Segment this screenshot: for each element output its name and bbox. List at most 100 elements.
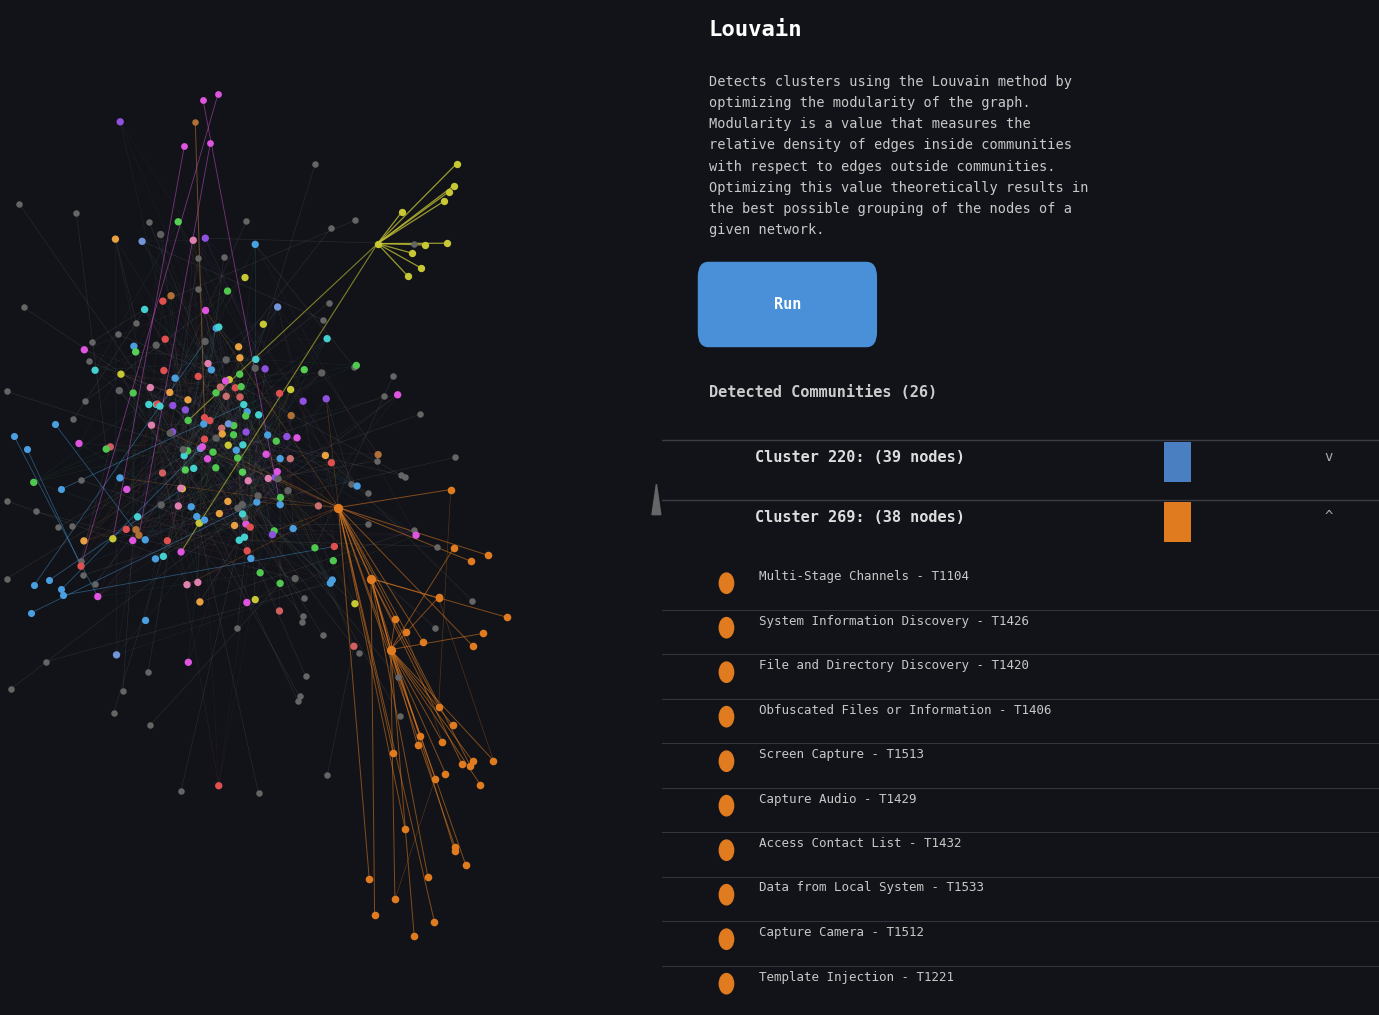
Point: [159, 385, 181, 401]
Point: [0, 493, 18, 510]
Point: [469, 776, 491, 793]
Circle shape: [720, 617, 734, 637]
Point: [70, 558, 92, 574]
Point: [248, 407, 270, 423]
Point: [145, 337, 167, 353]
Point: [149, 398, 171, 414]
Point: [303, 540, 325, 556]
Point: [244, 236, 266, 253]
Point: [211, 426, 233, 443]
Point: [70, 552, 92, 568]
Point: [433, 193, 455, 209]
Point: [323, 552, 345, 568]
Point: [292, 608, 314, 624]
Point: [247, 786, 269, 802]
Circle shape: [720, 706, 734, 727]
Point: [410, 260, 432, 276]
Point: [141, 417, 163, 433]
Point: [232, 464, 254, 480]
Point: [236, 213, 258, 229]
Point: [414, 236, 436, 253]
Point: [382, 745, 404, 761]
Point: [269, 576, 291, 592]
Point: [312, 627, 334, 644]
Circle shape: [720, 662, 734, 682]
Point: [131, 233, 153, 250]
Point: [323, 538, 345, 554]
Point: [444, 843, 466, 860]
Point: [145, 551, 167, 567]
Point: [189, 515, 211, 531]
Point: [134, 301, 156, 318]
Circle shape: [720, 973, 734, 994]
Point: [211, 420, 233, 436]
Point: [152, 465, 174, 481]
Polygon shape: [652, 484, 661, 515]
Point: [230, 379, 252, 395]
Point: [61, 518, 83, 534]
Point: [386, 669, 408, 685]
Point: [152, 293, 174, 310]
Point: [208, 777, 230, 794]
Text: Multi-Stage Channels - T1104: Multi-Stage Channels - T1104: [758, 570, 968, 583]
Point: [125, 522, 148, 538]
Point: [287, 693, 309, 709]
Point: [316, 767, 338, 784]
Point: [123, 338, 145, 354]
FancyBboxPatch shape: [698, 262, 877, 347]
Point: [265, 433, 287, 450]
Point: [197, 355, 219, 371]
Point: [310, 364, 332, 381]
Point: [386, 387, 408, 403]
Point: [116, 481, 138, 497]
Text: Data from Local System - T1533: Data from Local System - T1533: [758, 881, 983, 894]
Point: [404, 522, 426, 538]
Point: [320, 455, 342, 471]
Point: [80, 334, 102, 350]
Point: [50, 481, 72, 497]
Bar: [1164, 442, 1191, 482]
Point: [210, 379, 232, 395]
Point: [459, 757, 481, 773]
Point: [139, 717, 161, 733]
Point: [236, 595, 258, 611]
Point: [357, 484, 379, 500]
Point: [444, 839, 466, 856]
Point: [425, 619, 447, 635]
Point: [407, 737, 429, 753]
Point: [394, 820, 416, 836]
Point: [245, 351, 268, 367]
Point: [316, 331, 338, 347]
Point: [236, 543, 258, 559]
Point: [105, 231, 127, 248]
Point: [269, 386, 291, 402]
Point: [128, 527, 150, 543]
Point: [17, 441, 39, 457]
Point: [167, 214, 189, 230]
Point: [379, 641, 401, 658]
Bar: [1164, 501, 1191, 542]
Point: [269, 451, 291, 467]
Point: [217, 493, 239, 510]
Point: [174, 448, 196, 464]
Point: [139, 380, 161, 396]
Point: [321, 571, 343, 588]
Point: [292, 393, 314, 409]
Point: [84, 362, 106, 379]
Point: [177, 577, 199, 593]
Point: [319, 294, 341, 311]
Point: [84, 577, 106, 593]
Point: [250, 564, 272, 581]
Point: [410, 728, 432, 744]
Point: [146, 396, 168, 412]
Point: [23, 578, 46, 594]
Text: Louvain: Louvain: [709, 20, 803, 40]
Point: [204, 460, 226, 476]
Circle shape: [720, 929, 734, 949]
Point: [188, 368, 210, 385]
Point: [172, 442, 194, 458]
Point: [444, 450, 466, 466]
Point: [343, 638, 365, 655]
Point: [247, 488, 269, 504]
Point: [279, 451, 301, 467]
